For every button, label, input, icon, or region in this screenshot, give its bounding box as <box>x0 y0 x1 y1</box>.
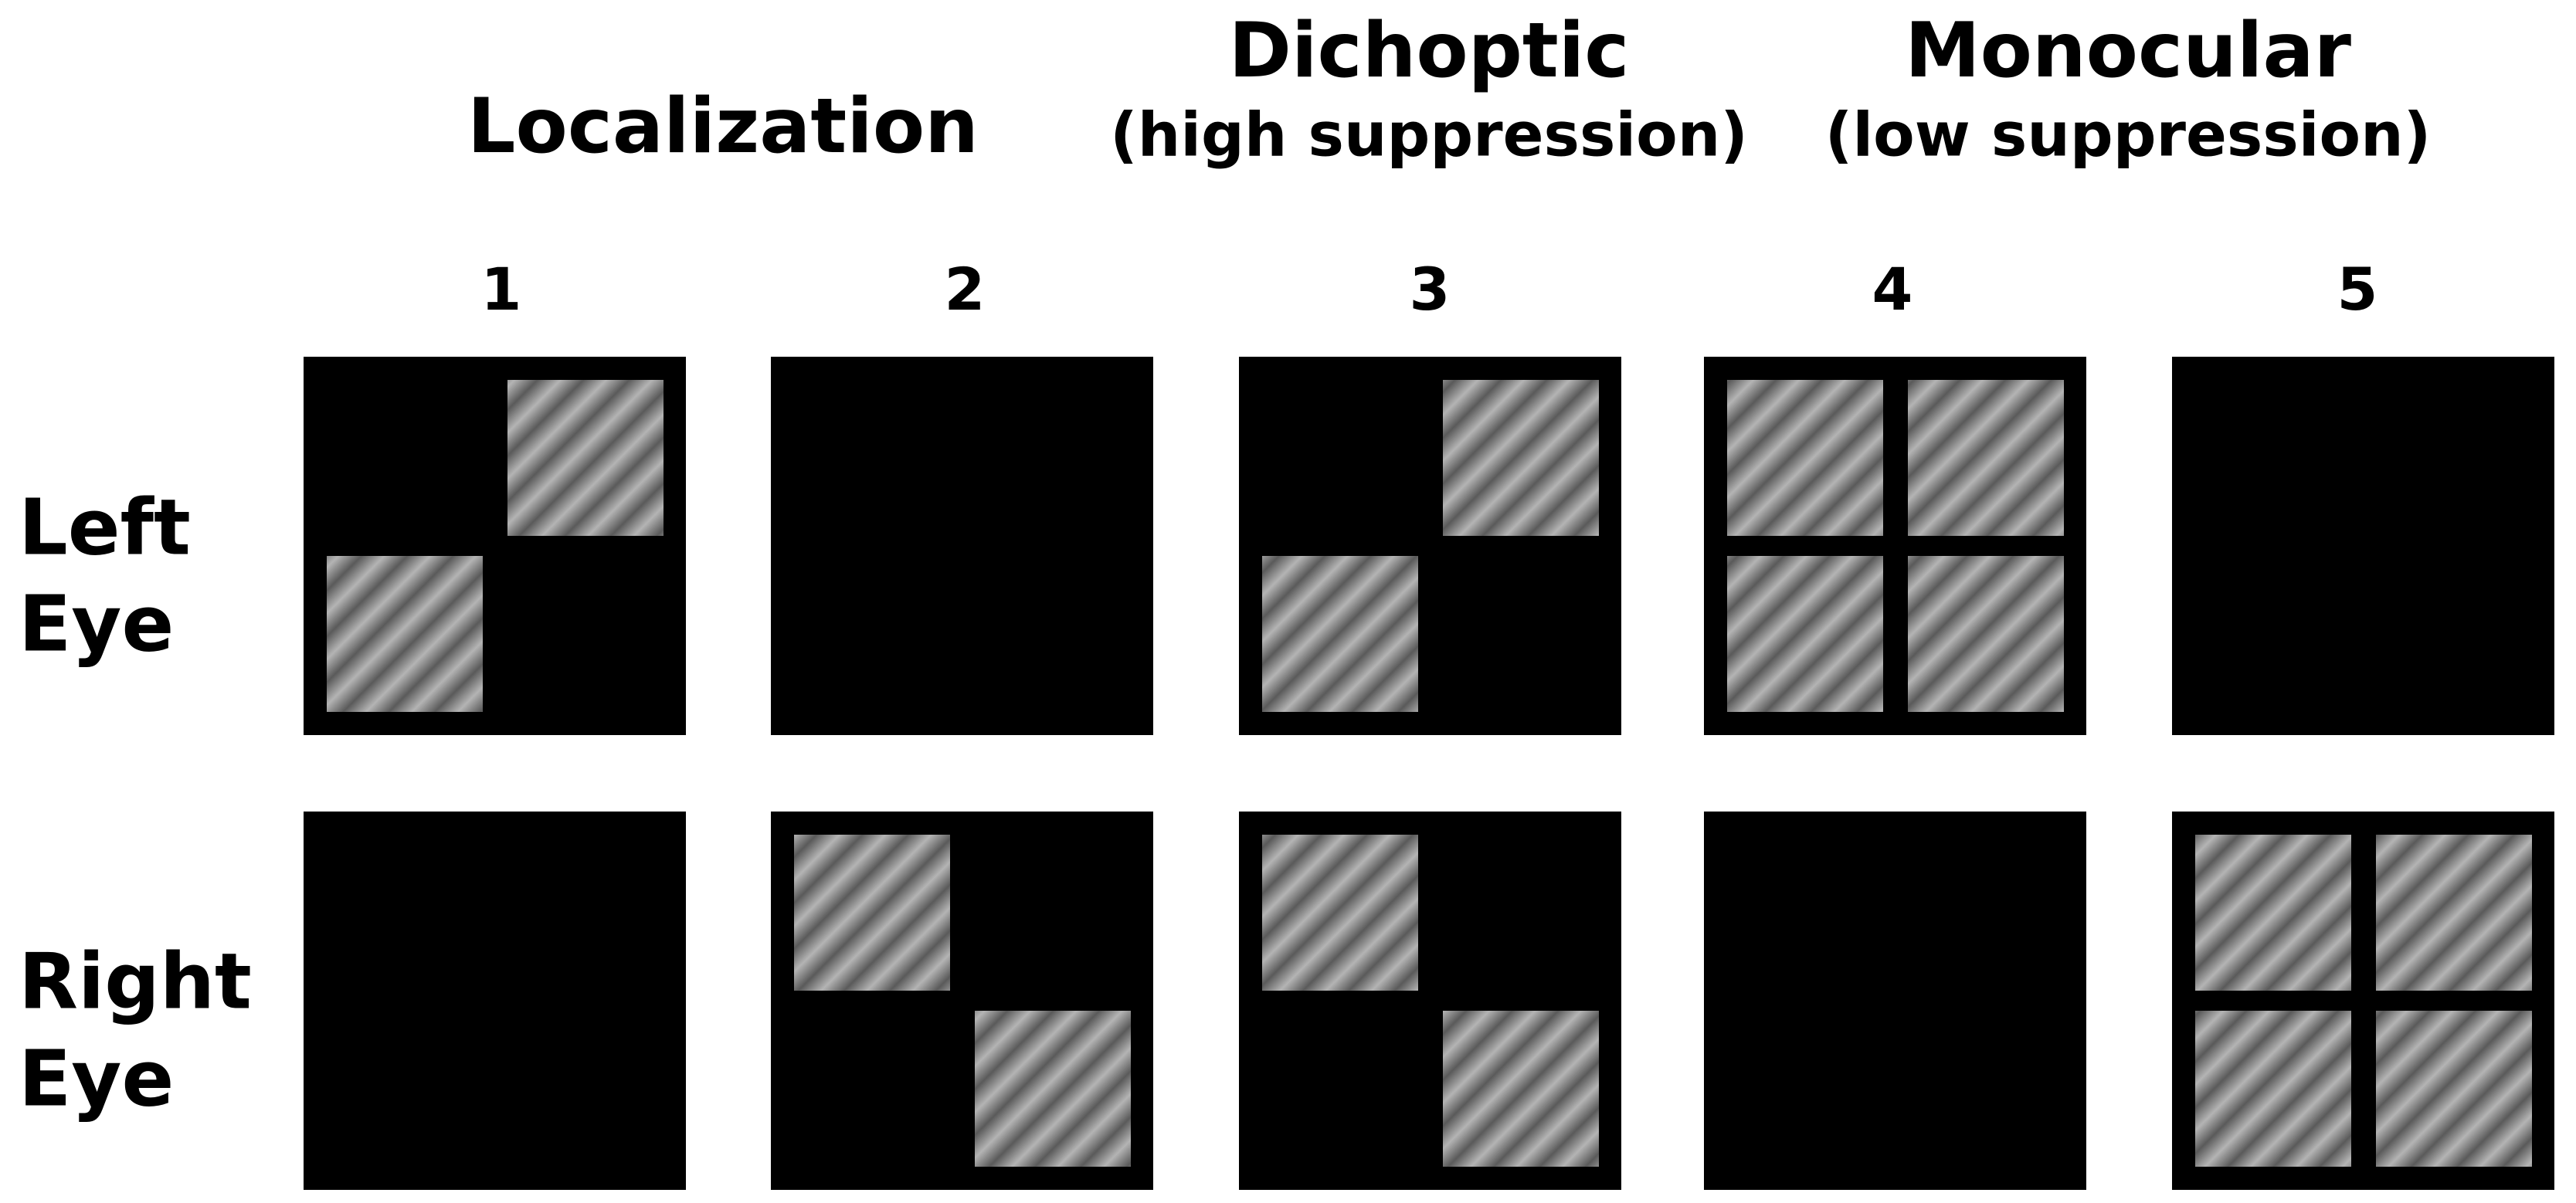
grating-patch <box>1908 556 2064 712</box>
stimulus-panel <box>771 357 1153 735</box>
row-label: Eye <box>19 578 174 669</box>
column-number: 2 <box>945 255 986 324</box>
stimulus-panel <box>1704 812 2086 1190</box>
column-number: 5 <box>2337 255 2378 324</box>
grating-patch <box>1262 556 1418 712</box>
column-number: 4 <box>1872 255 1913 324</box>
header-subtitle: (low suppression) <box>1825 100 2432 170</box>
grating-patch <box>1908 380 2064 536</box>
header-title: Monocular <box>1905 7 2352 95</box>
stimulus-panel <box>304 812 686 1190</box>
stimulus-panel <box>2172 357 2554 735</box>
header-title: Localization <box>467 83 979 171</box>
grating-patch <box>2195 835 2351 991</box>
grating-patch <box>1727 556 1883 712</box>
grating-patch <box>1443 1011 1599 1167</box>
row-label: Left <box>19 482 191 572</box>
grating-patch <box>2376 1011 2532 1167</box>
header-title: Dichoptic <box>1229 7 1630 95</box>
grating-patch <box>507 380 664 536</box>
grating-patch <box>975 1011 1131 1167</box>
grating-patch <box>2195 1011 2351 1167</box>
grating-patch <box>1727 380 1883 536</box>
header-subtitle: (high suppression) <box>1110 100 1748 170</box>
row-label: Right <box>19 936 252 1026</box>
grating-patch <box>2376 835 2532 991</box>
row-label: Eye <box>19 1033 174 1123</box>
grating-patch <box>1262 835 1418 991</box>
column-number: 1 <box>481 255 522 324</box>
grating-patch <box>794 835 950 991</box>
grating-patch <box>1443 380 1599 536</box>
grating-patch <box>327 556 483 712</box>
column-number: 3 <box>1410 255 1451 324</box>
